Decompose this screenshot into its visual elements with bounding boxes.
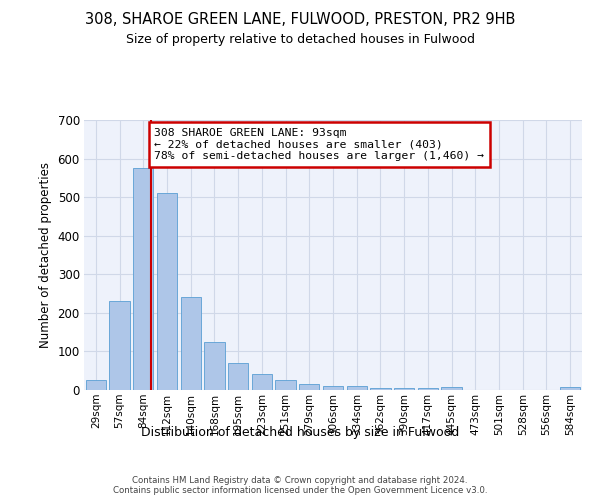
Bar xyxy=(109,302,130,390)
Bar xyxy=(299,384,319,390)
Bar xyxy=(157,194,177,390)
Bar xyxy=(275,380,296,390)
Text: 308 SHAROE GREEN LANE: 93sqm
← 22% of detached houses are smaller (403)
78% of s: 308 SHAROE GREEN LANE: 93sqm ← 22% of de… xyxy=(154,128,484,161)
Text: Distribution of detached houses by size in Fulwood: Distribution of detached houses by size … xyxy=(141,426,459,439)
Bar xyxy=(205,342,224,390)
Bar xyxy=(252,374,272,390)
Bar xyxy=(323,386,343,390)
Text: Contains HM Land Registry data © Crown copyright and database right 2024.
Contai: Contains HM Land Registry data © Crown c… xyxy=(113,476,487,495)
Bar xyxy=(181,298,201,390)
Text: Size of property relative to detached houses in Fulwood: Size of property relative to detached ho… xyxy=(125,32,475,46)
Bar xyxy=(228,363,248,390)
Bar xyxy=(418,388,438,390)
Bar xyxy=(347,386,367,390)
Bar xyxy=(394,388,414,390)
Text: 308, SHAROE GREEN LANE, FULWOOD, PRESTON, PR2 9HB: 308, SHAROE GREEN LANE, FULWOOD, PRESTON… xyxy=(85,12,515,28)
Bar xyxy=(370,388,391,390)
Bar xyxy=(133,168,154,390)
Y-axis label: Number of detached properties: Number of detached properties xyxy=(39,162,52,348)
Bar xyxy=(442,387,461,390)
Bar xyxy=(86,380,106,390)
Bar xyxy=(560,387,580,390)
